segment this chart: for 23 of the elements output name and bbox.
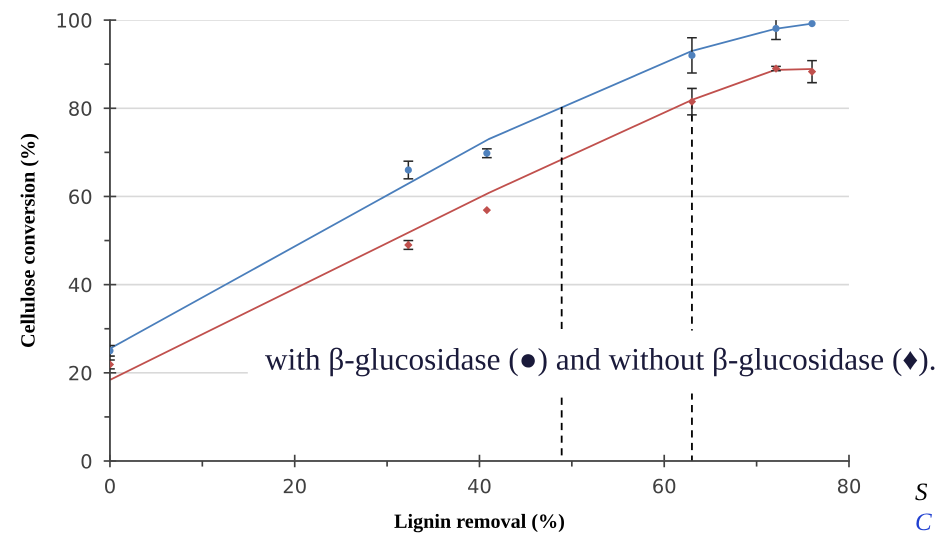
x-tick-label: 60	[653, 478, 676, 494]
y-tick-label: 100	[58, 13, 92, 28]
text: S	[915, 483, 928, 500]
x-axis-title: Lignin removal (%)	[394, 514, 564, 532]
y-tick-label: 80	[69, 101, 92, 116]
y-tick-label: 60	[69, 189, 92, 204]
x-tick-label: 40	[468, 478, 491, 494]
x-tick-label: 0	[105, 478, 115, 494]
annotation: with β-glucosidase (●) and without β-glucosidase (♦).	[265, 348, 934, 376]
point	[808, 68, 816, 76]
point	[482, 206, 491, 214]
y-tick-label: 40	[68, 278, 92, 292]
point	[772, 24, 780, 32]
point	[688, 52, 696, 59]
x-tick-label: 80	[838, 478, 860, 494]
x-tick-label: 20	[284, 478, 306, 494]
point	[688, 98, 696, 106]
point	[808, 20, 816, 28]
y-tick-label: 20	[69, 366, 92, 380]
y-axis-title: Cellulose conversion (%)	[20, 134, 39, 347]
text: C	[916, 513, 932, 530]
point	[404, 166, 412, 174]
y-tick-label: 0	[82, 454, 92, 469]
